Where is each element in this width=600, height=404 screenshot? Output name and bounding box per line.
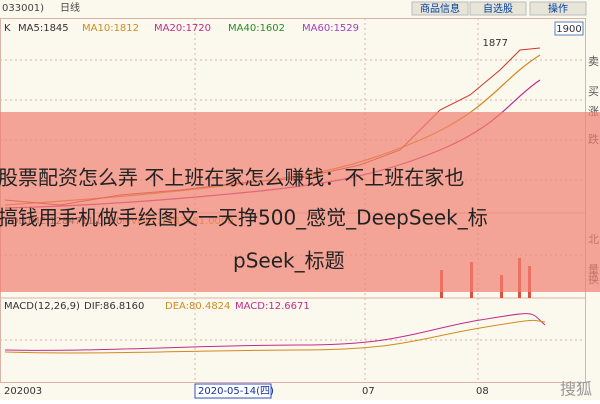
- x-label: 08: [476, 386, 489, 397]
- price-box: [554, 21, 584, 36]
- side-tab[interactable]: 涨: [588, 105, 599, 118]
- legend-item: MACD:12.6671: [235, 301, 310, 312]
- button[interactable]: [469, 1, 527, 16]
- side-tab[interactable]: 卖: [588, 55, 599, 68]
- banner-line: 股票配资怎么弄 不上班在家怎么赚钱：不上班在家也: [0, 166, 464, 190]
- banner: [0, 112, 600, 292]
- side-tab[interactable]: 买: [588, 85, 599, 98]
- legend-item: DIF:86.8160: [84, 301, 144, 312]
- banner-line: pSeek_标题: [233, 249, 345, 273]
- legend-item: MA5:1845: [18, 23, 69, 34]
- legend-item: MACD(12,26,9): [4, 301, 80, 312]
- legend-item: MA20:1720: [154, 23, 211, 34]
- x-label: 202003: [4, 386, 42, 397]
- macd-line: [4, 319, 546, 354]
- banner-line: 搞钱用手机做手绘图文一天挣500_感觉_DeepSeek_标: [0, 206, 488, 230]
- button[interactable]: [529, 1, 587, 16]
- button-label[interactable]: 自选股: [483, 2, 513, 15]
- button-label[interactable]: 操作: [548, 2, 568, 15]
- button[interactable]: [411, 1, 469, 16]
- x-label: 2020-05-14(四): [198, 386, 274, 397]
- high-label: 1877: [483, 38, 508, 49]
- macd-line: [4, 313, 546, 351]
- legend-item: MA40:1602: [228, 23, 285, 34]
- legend-item: MA10:1812: [82, 23, 139, 34]
- button-label[interactable]: 商品信息: [420, 2, 460, 15]
- x-label: 07: [362, 386, 375, 397]
- legend-item: MA60:1529: [302, 23, 359, 34]
- watermark: 搜狐: [560, 380, 592, 399]
- legend-item: DEA:80.4824: [165, 301, 230, 312]
- price-box-text: 1900: [556, 24, 581, 35]
- legend-item: K: [4, 23, 11, 34]
- period: 日线: [60, 1, 80, 14]
- x-highlight: [194, 383, 272, 399]
- stock-code: 033001): [2, 3, 44, 14]
